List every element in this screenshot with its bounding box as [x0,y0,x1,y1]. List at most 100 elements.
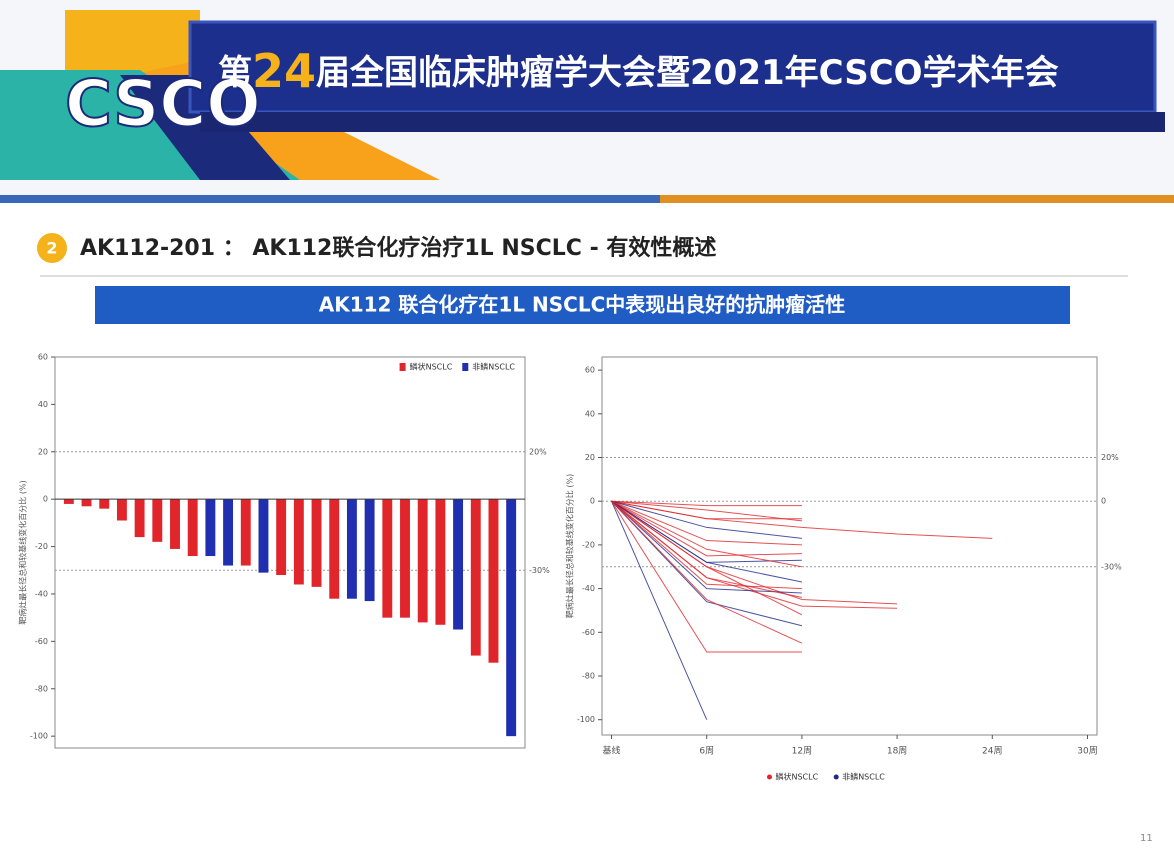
x-tick-label: 30周 [1077,746,1097,757]
x-tick-label: 6周 [699,746,714,757]
bar [205,499,216,557]
y-tick-label: -20 [35,542,48,551]
x-tick-label: 12周 [792,746,812,757]
spider-line [611,500,802,539]
spider-line [611,501,708,720]
bar [99,499,110,509]
y-tick-label: -20 [582,540,595,549]
title-suffix: 届全国临床肿瘤学大会暨2021年CSCO学术年会 [316,53,1059,93]
bar [187,499,198,557]
bar [400,499,410,618]
spider-line [611,500,802,557]
y-axis-label: 靶病灶最长径总和较基线变化百分比 (%) [18,480,28,624]
section-title: AK112-201 ： AK112联合化疗治疗1L NSCLC - 有效性概述 [80,235,716,261]
spider-line [611,500,803,598]
legend-swatch [767,774,772,780]
bar [488,499,499,663]
spider-line [611,500,803,627]
bar [346,499,357,599]
bar [152,499,163,542]
bar [223,499,234,566]
spider-line [611,500,802,507]
y-tick-label: -100 [30,732,48,741]
bar [293,499,304,585]
y-tick-label: 0 [590,497,595,506]
bar [81,499,92,507]
spider-line [611,500,802,520]
y-tick-label: 60 [38,353,48,362]
section-badge [37,233,67,263]
reference-label: 20% [1101,453,1119,462]
banner-box [95,286,1070,324]
y-tick-label: -60 [35,637,48,646]
y-tick-label: 0 [43,495,48,504]
legend-label: 鳞状NSCLC [776,772,819,782]
bar [170,499,180,549]
reference-label: 0 [1101,497,1106,506]
logo: CSCO [65,68,261,142]
bar [63,499,74,504]
divider [660,195,1174,203]
spider-line [611,500,802,653]
x-tick-label: 24周 [982,746,1002,757]
spider-line [611,500,802,568]
bar [240,499,251,566]
y-tick-label: 40 [38,400,48,409]
deco [200,112,1165,132]
reference-label: -30% [529,566,550,575]
spider-line [611,500,803,644]
x-tick-label: 基线 [603,745,621,757]
x-tick-label: 18周 [887,746,907,757]
bar [453,499,464,630]
spider-line [611,500,802,522]
legend-label: 非鳞NSCLC [842,772,885,782]
spider-line [611,500,802,546]
legend-label: 非鳞NSCLC [472,362,515,372]
plot-frame [601,356,1098,736]
spider-line [611,500,802,594]
title-number: 24 [252,44,316,98]
bar [276,499,287,576]
banner: AK112 联合化疗在1L NSCLC中表现出良好的抗肿瘤活性 [319,293,846,317]
y-tick-label: -40 [35,589,48,598]
plot-frame [54,356,526,749]
bar [258,499,269,573]
bar [382,499,393,618]
legend-swatch [399,363,406,371]
title: 第24届全国临床肿瘤学大会暨2021年CSCO学术年会 [218,44,1059,98]
charts: 60 40 20 0 -20 -40 -60 -80 -100 20% -30% 靶病灶最长径总和较基… [18,353,1123,782]
legend-label: 鳞状NSCLC [410,362,453,372]
y-tick-label: 20 [38,447,48,456]
page-number: 11 [1140,833,1153,844]
bar [311,499,322,587]
legend-swatch [462,363,469,371]
bar [364,499,375,602]
bar [116,499,127,521]
legend-swatch [833,774,839,780]
bar [417,499,428,623]
y-tick-label: 20 [585,453,595,462]
divider [0,195,660,203]
y-tick-label: 40 [585,409,595,418]
bar [435,499,446,625]
bar [329,499,340,599]
y-tick-label: -80 [582,672,595,681]
y-axis-label: 靶病灶最长径总和较基线变化百分比 (%) [565,474,575,618]
y-tick-label: -40 [582,584,595,593]
bar [134,499,145,538]
section-number: 2 [46,239,57,258]
y-tick-label: -100 [577,715,595,724]
reference-label: 20% [529,447,547,456]
bar [506,499,517,737]
y-tick-label: -80 [35,684,48,693]
y-tick-label: -60 [582,628,595,637]
y-tick-label: 60 [585,366,595,375]
title-prefix: 第 [218,53,252,93]
bar [470,499,481,656]
spider-line [611,500,802,590]
spider-line [611,500,803,616]
reference-label: -30% [1101,562,1122,571]
title-box [188,20,1157,114]
